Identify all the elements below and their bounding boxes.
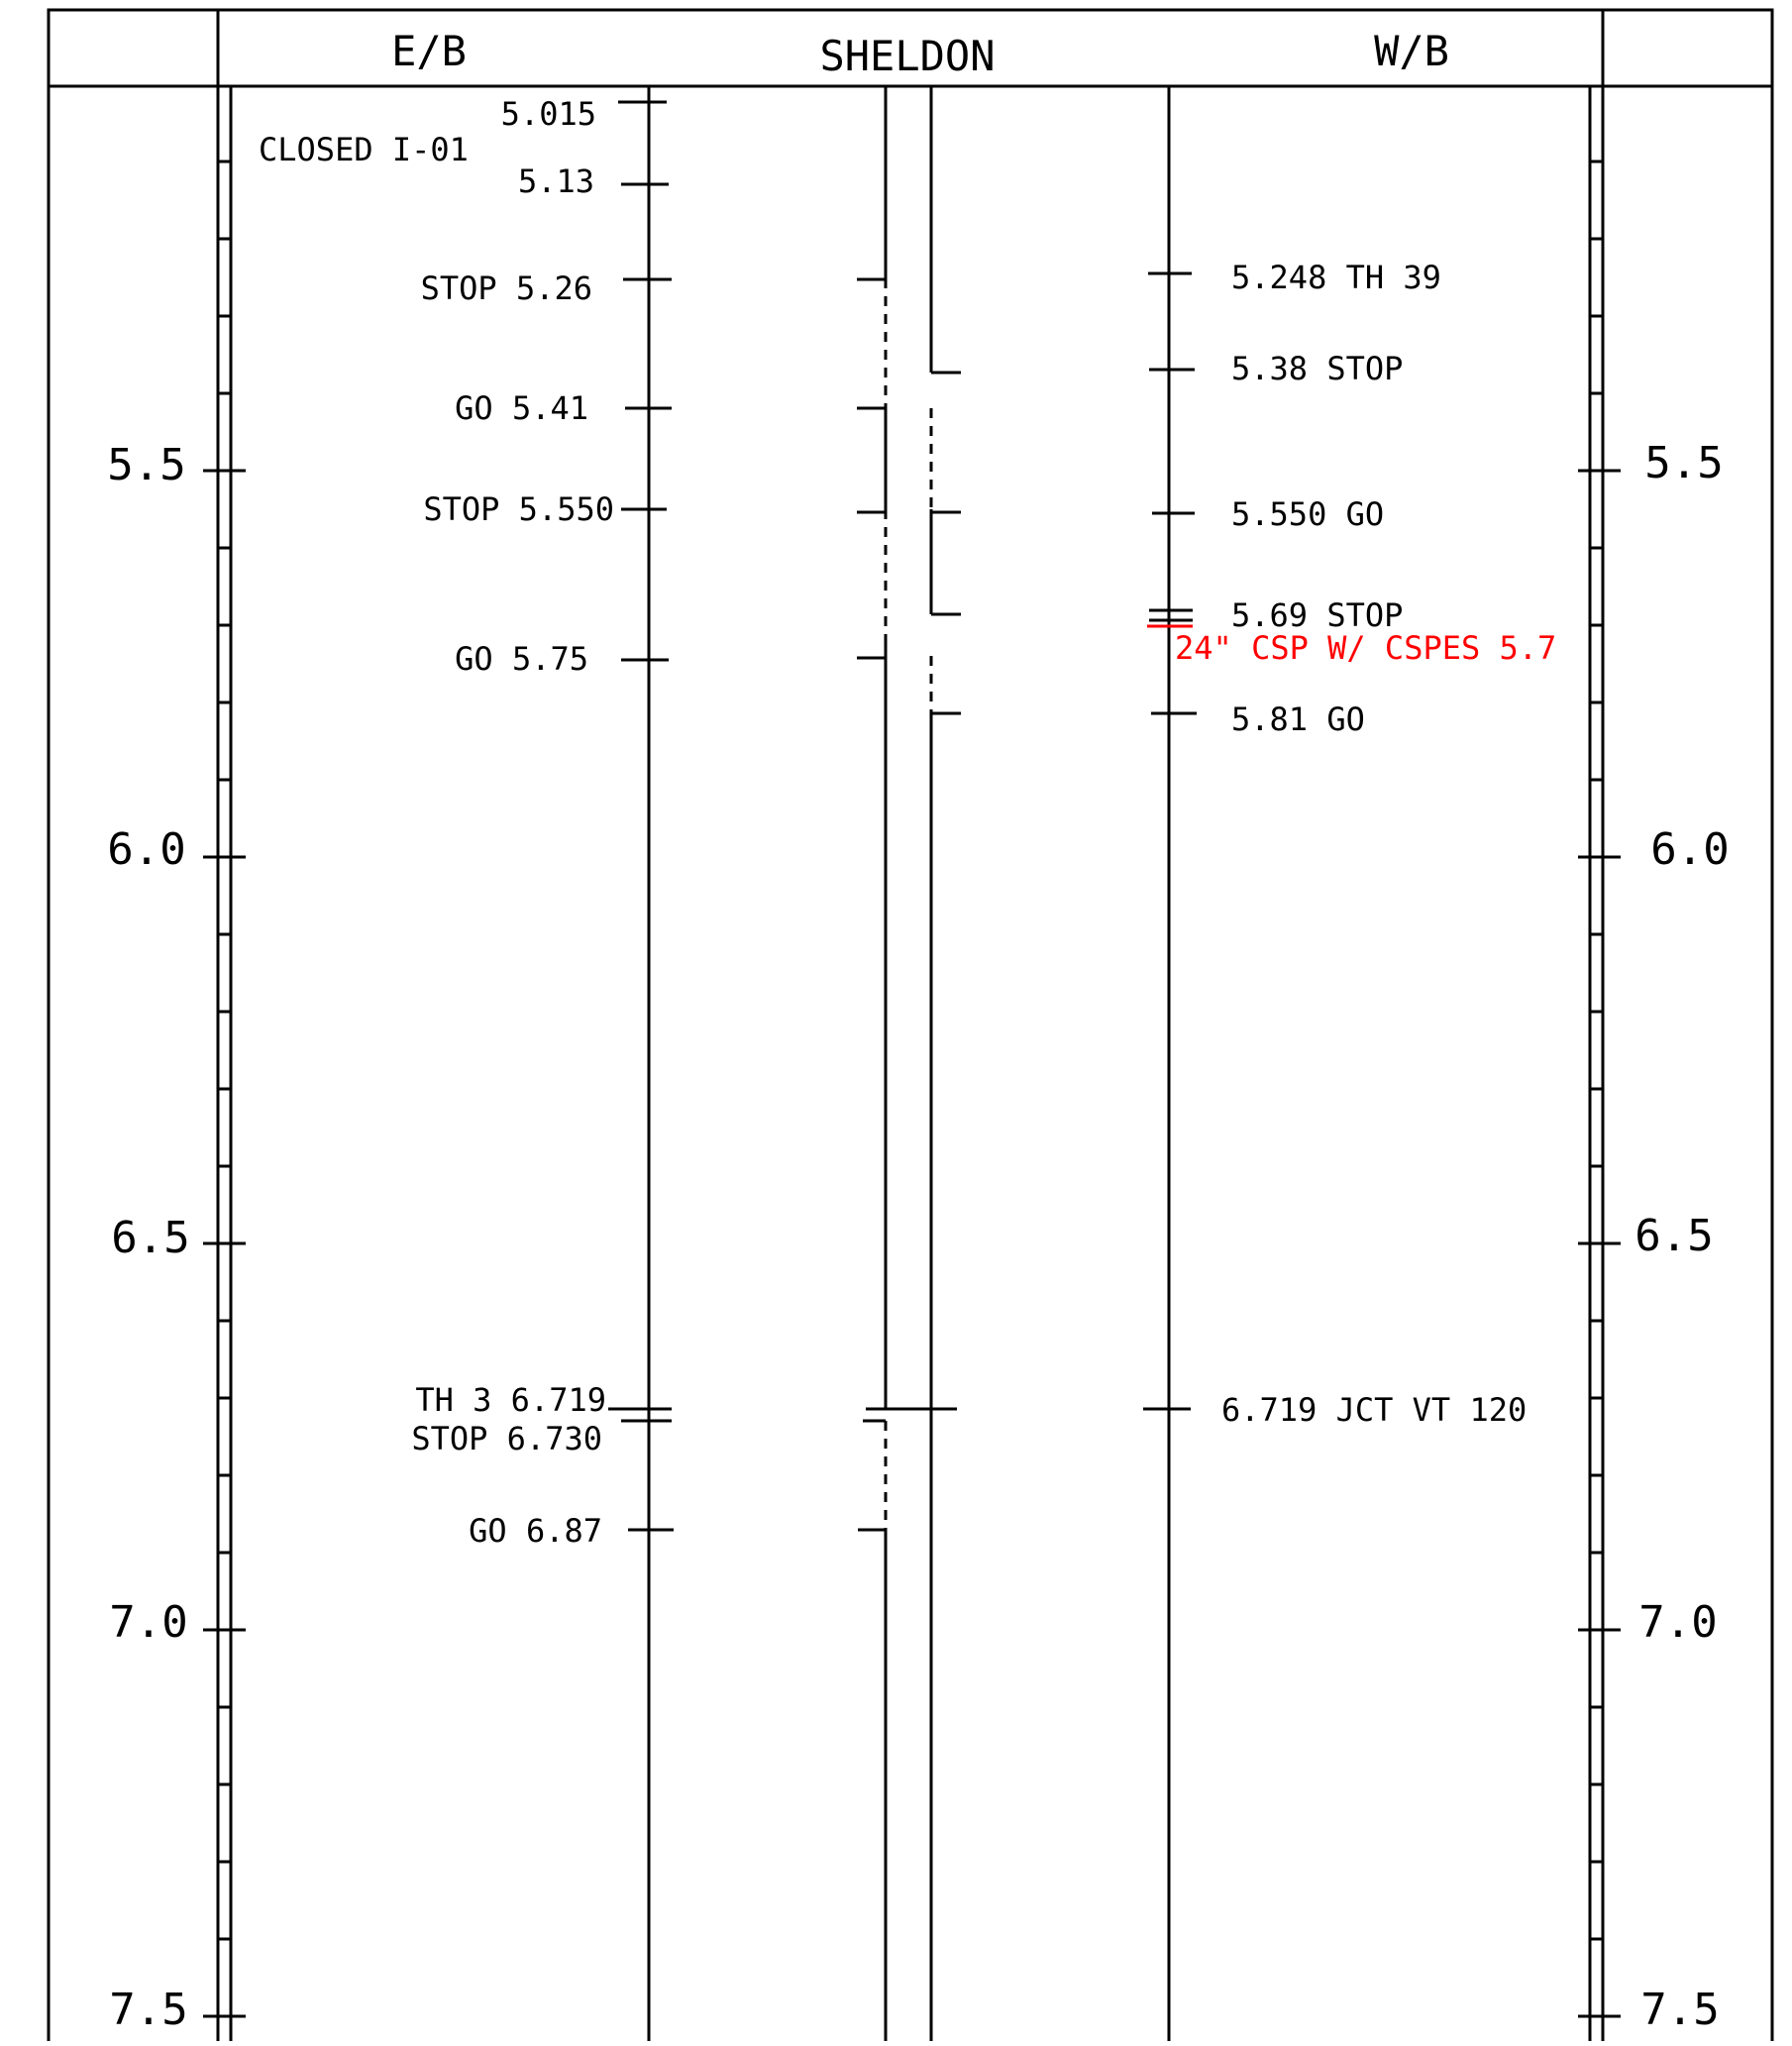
milepost-left-6-0: 6.0: [107, 824, 185, 875]
ruler-left: [203, 86, 246, 2041]
milepost-left-6-5: 6.5: [111, 1213, 189, 1263]
milepost-left-7-5: 7.5: [109, 1985, 187, 2035]
eb-label-stop-5550: STOP 5.550: [423, 490, 614, 528]
eb-label-go-575: GO 5.75: [455, 640, 588, 678]
eb-label-th3: TH 3 6.719: [415, 1381, 606, 1419]
milepost-right-7-5: 7.5: [1640, 1985, 1719, 2035]
wb-label-jct: 6.719 JCT VT 120: [1221, 1391, 1527, 1429]
milepost-right-5-5: 5.5: [1644, 438, 1723, 488]
wb-label-go-581: 5.81 GO: [1231, 700, 1365, 738]
wb-label-th39: 5.248 TH 39: [1231, 259, 1441, 296]
frame: [47, 8, 1774, 2046]
header-route: SHELDON: [819, 32, 995, 80]
westbound-line: [1143, 86, 1197, 2041]
milepost-left-7-0: 7.0: [109, 1597, 187, 1648]
eb-label-go-541: GO 5.41: [455, 389, 588, 427]
wb-label-go-5550: 5.550 GO: [1231, 495, 1384, 533]
eb-label-go-687: GO 6.87: [469, 1512, 602, 1550]
milepost-right-6-5: 6.5: [1634, 1211, 1713, 1261]
eb-label-513: 5.13: [518, 162, 594, 200]
eastbound-line: [608, 86, 674, 2041]
milepost-right-7-0: 7.0: [1638, 1597, 1717, 1648]
milepost-right-6-0: 6.0: [1650, 824, 1729, 875]
wb-culvert-note: 24" CSP W/ CSPES 5.7: [1175, 629, 1556, 667]
header-eastbound: E/B: [391, 27, 467, 75]
wb-label-stop-538: 5.38 STOP: [1231, 350, 1403, 387]
wb-label-stop-569: 5.69 STOP: [1231, 596, 1403, 634]
milepost-left-5-5: 5.5: [107, 440, 185, 490]
eb-label-5015: 5.015: [501, 95, 596, 133]
ruler-right: [1578, 86, 1621, 2041]
eb-label-stop-526: STOP 5.26: [421, 269, 592, 307]
eb-closed-note: CLOSED I-01: [259, 131, 469, 168]
route-centerlines: [857, 86, 961, 2041]
eb-label-stop-6730: STOP 6.730: [411, 1420, 602, 1457]
header-westbound: W/B: [1374, 27, 1449, 75]
